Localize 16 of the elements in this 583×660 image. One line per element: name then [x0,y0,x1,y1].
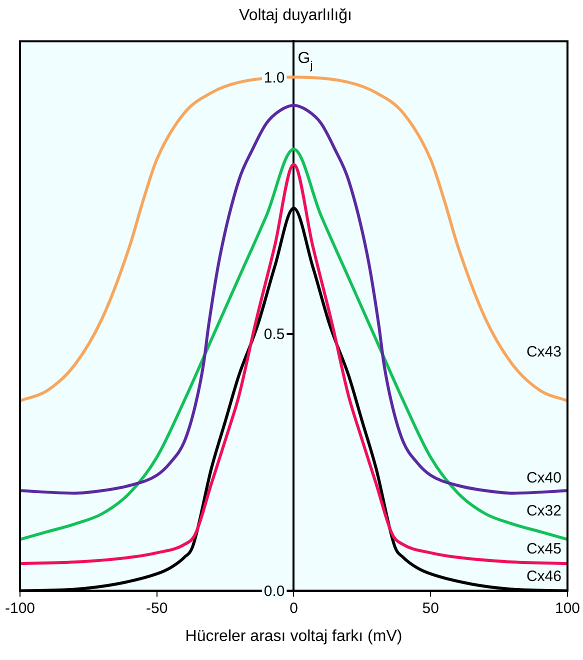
x-tick-label: 100 [554,600,580,617]
y-tick-label: 0.0 [264,582,285,600]
series-label: Cx32 [526,502,562,520]
series-label: Cx46 [526,568,562,585]
series-label: Cx40 [526,469,562,486]
y-tick-label: 0.5 [264,326,285,344]
series-label: Cx45 [526,540,562,558]
y-tick-label: 1.0 [264,69,285,86]
x-tick-label: -50 [146,600,168,617]
x-tick-label: -100 [4,600,36,617]
chart-title: Voltaj duyarlılığı [239,7,352,24]
x-tick-label: 0 [290,600,298,617]
x-tick-label: 50 [422,600,439,617]
line-series [20,104,568,495]
x-axis-title: Hücreler arası voltaj farkı (mV) [185,628,402,645]
series-label: Cx43 [526,343,562,360]
